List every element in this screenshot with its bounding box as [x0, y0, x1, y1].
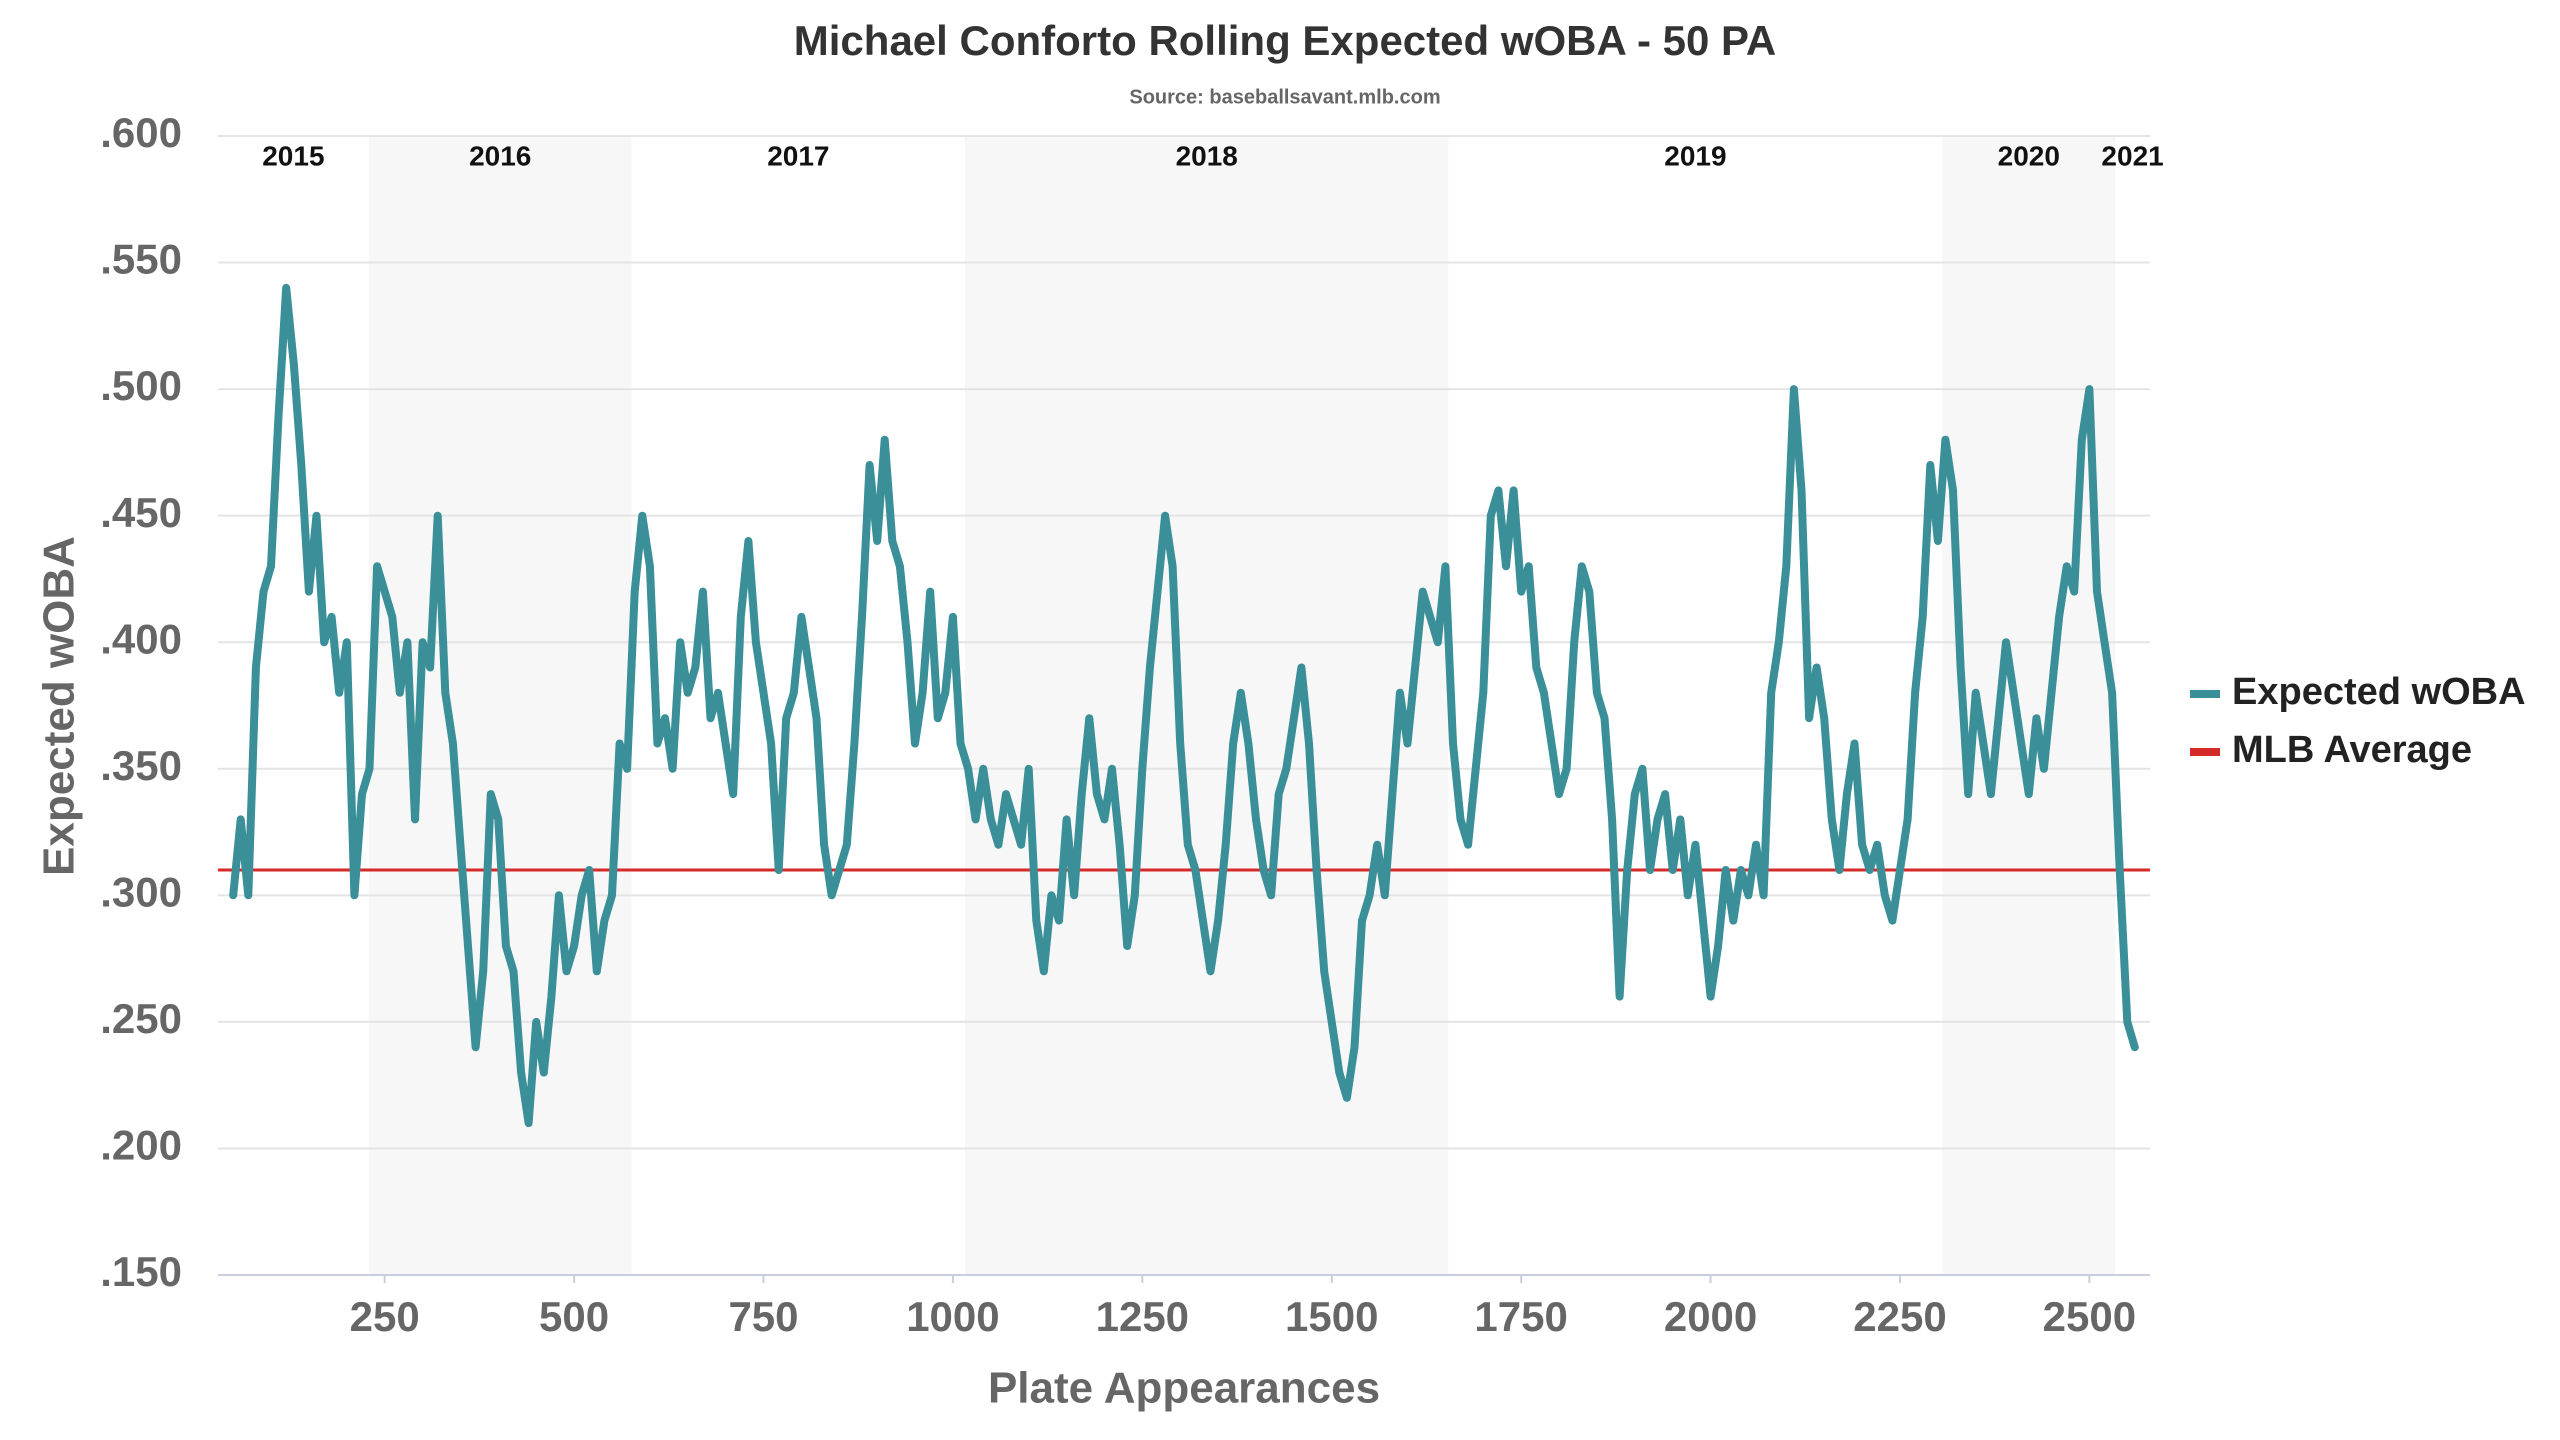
x-tick-label: 2250 — [1853, 1293, 1946, 1340]
series-line — [229, 283, 2139, 1128]
y-tick-label: .250 — [100, 995, 182, 1042]
season-label: 2018 — [1176, 140, 1238, 171]
x-axis-label: Plate Appearances — [988, 1364, 1380, 1413]
season-label: 2020 — [1998, 140, 2060, 171]
y-tick-label: .400 — [100, 615, 182, 662]
x-tick-label: 1000 — [906, 1293, 999, 1340]
x-tick-label: 2500 — [2043, 1293, 2136, 1340]
season-label: 2021 — [2101, 140, 2163, 171]
y-tick-label: .450 — [100, 489, 182, 536]
y-tick-label: .150 — [100, 1248, 182, 1295]
y-tick-label: .500 — [100, 362, 182, 409]
chart-title: Michael Conforto Rolling Expected wOBA -… — [794, 17, 1776, 64]
y-tick-label: .550 — [100, 236, 182, 283]
season-band — [965, 136, 1449, 1275]
y-tick-label: .350 — [100, 742, 182, 789]
y-axis-label: Expected wOBA — [35, 536, 84, 876]
y-tick-label: .600 — [100, 109, 182, 156]
background-layer — [368, 136, 2116, 1275]
season-band — [1942, 136, 2116, 1275]
legend-swatch — [2190, 748, 2220, 756]
chart-subtitle: Source: baseballsavant.mlb.com — [1129, 86, 1440, 108]
x-tick-label: 500 — [539, 1293, 609, 1340]
y-tick-label: .200 — [100, 1122, 182, 1169]
x-tick-label: 2000 — [1664, 1293, 1757, 1340]
legend-label: Expected wOBA — [2232, 671, 2526, 713]
x-tick-label: 1500 — [1285, 1293, 1378, 1340]
x-tick-label: 1250 — [1096, 1293, 1189, 1340]
season-label: 2016 — [469, 140, 531, 171]
x-tick-label: 750 — [728, 1293, 798, 1340]
x-tick-label: 250 — [350, 1293, 420, 1340]
legend-label: MLB Average — [2232, 729, 2472, 771]
season-label: 2019 — [1664, 140, 1726, 171]
x-tick-label: 1750 — [1474, 1293, 1567, 1340]
legend-swatch — [2190, 690, 2220, 698]
y-tick-label: .300 — [100, 868, 182, 915]
season-label: 2015 — [262, 140, 324, 171]
season-label: 2017 — [767, 140, 829, 171]
